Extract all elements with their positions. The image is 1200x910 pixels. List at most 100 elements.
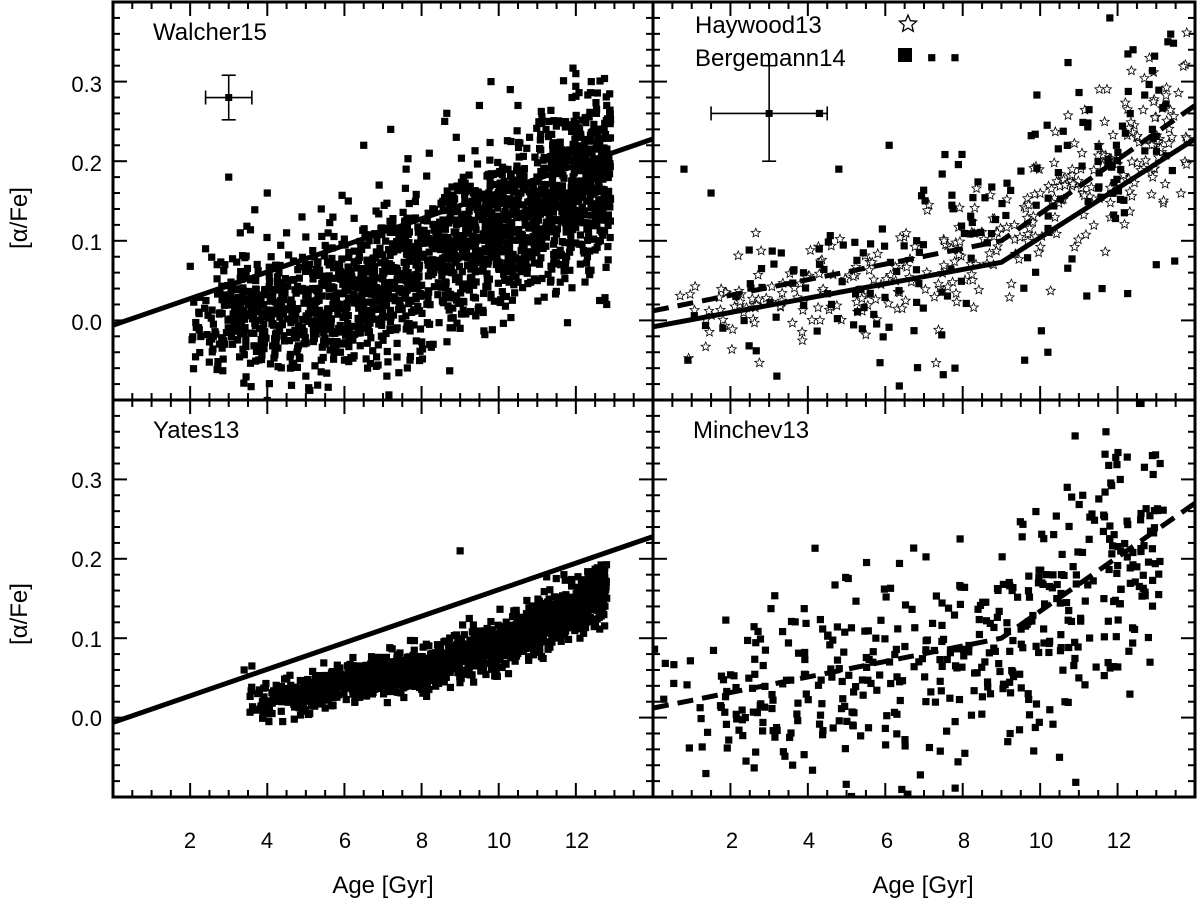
point-walcher15: [321, 340, 329, 348]
point-walcher15: [398, 315, 406, 323]
point-walcher15: [450, 195, 459, 203]
point-bergemann14: [919, 241, 928, 249]
point-yates13: [574, 573, 582, 581]
point-yates13: [357, 662, 365, 671]
point-walcher15: [584, 230, 593, 238]
point-walcher15: [189, 333, 197, 341]
point-walcher15: [590, 171, 599, 179]
point-walcher15: [560, 267, 568, 275]
point-walcher15: [395, 369, 403, 377]
point-walcher15: [570, 117, 578, 125]
point-minchev13: [1016, 670, 1024, 678]
point-minchev13: [1003, 619, 1011, 627]
point-walcher15: [286, 328, 294, 336]
point-walcher15: [584, 225, 592, 234]
point-yates13: [501, 622, 509, 631]
point-yates13: [560, 571, 568, 579]
point-walcher15: [400, 244, 409, 252]
point-walcher15: [580, 249, 588, 257]
point-walcher15: [221, 340, 229, 348]
point-walcher15: [324, 305, 332, 313]
point-walcher15: [286, 350, 295, 359]
point-yates13: [248, 703, 257, 711]
point-walcher15: [416, 290, 424, 298]
point-walcher15: [587, 266, 595, 274]
point-walcher15: [598, 134, 606, 143]
point-walcher15: [265, 285, 273, 293]
point-walcher15: [441, 262, 450, 271]
point-walcher15: [595, 296, 604, 305]
point-minchev13: [1065, 606, 1073, 615]
point-walcher15: [534, 205, 543, 214]
point-yates13: [420, 667, 428, 675]
point-walcher15: [474, 252, 482, 260]
point-yates13: [268, 689, 276, 697]
point-walcher15: [603, 101, 611, 110]
point-yates13: [478, 636, 486, 644]
point-walcher15: [569, 173, 577, 181]
point-walcher15: [530, 221, 538, 229]
point-walcher15: [549, 205, 557, 213]
point-walcher15: [186, 262, 194, 270]
point-bergemann14: [1159, 104, 1167, 112]
point-yates13: [440, 649, 448, 657]
point-yates13: [576, 625, 585, 633]
point-minchev13: [1113, 461, 1121, 469]
point-yates13: [525, 604, 533, 612]
point-yates13: [406, 636, 415, 645]
point-walcher15: [479, 190, 487, 198]
point-minchev13: [761, 646, 770, 654]
point-bergemann14: [987, 229, 996, 238]
point-walcher15: [443, 109, 451, 117]
point-walcher15: [572, 82, 580, 90]
point-minchev13: [752, 748, 760, 756]
point-yates13: [386, 669, 394, 677]
point-walcher15: [347, 322, 356, 330]
point-walcher15: [283, 315, 292, 323]
point-walcher15: [424, 209, 432, 217]
point-yates13: [542, 623, 550, 631]
point-bergemann14: [747, 284, 755, 292]
point-walcher15: [596, 77, 604, 85]
point-walcher15: [263, 396, 271, 400]
point-minchev13: [1025, 593, 1034, 601]
point-walcher15: [592, 99, 600, 107]
point-walcher15: [443, 193, 451, 201]
point-walcher15: [352, 264, 361, 272]
point-walcher15: [606, 162, 614, 171]
point-walcher15: [320, 329, 328, 337]
point-walcher15: [577, 180, 586, 189]
point-yates13: [545, 595, 553, 603]
point-yates13: [377, 667, 385, 675]
point-walcher15: [535, 188, 543, 197]
point-walcher15: [361, 267, 370, 276]
point-walcher15: [556, 246, 564, 254]
point-yates13: [479, 658, 487, 666]
point-bergemann14: [1078, 162, 1086, 170]
point-minchev13: [1108, 542, 1117, 550]
point-walcher15: [444, 234, 452, 242]
point-yates13: [504, 670, 513, 678]
point-haywood13: [748, 316, 761, 328]
point-walcher15: [338, 255, 346, 263]
point-bergemann14: [1044, 212, 1052, 220]
point-minchev13: [850, 688, 858, 696]
point-walcher15: [235, 324, 244, 332]
point-minchev13: [1017, 625, 1025, 633]
point-walcher15: [272, 329, 280, 337]
point-walcher15: [486, 224, 494, 233]
point-minchev13: [769, 727, 777, 735]
point-minchev13: [936, 656, 944, 664]
point-haywood13: [930, 357, 942, 368]
point-walcher15: [586, 235, 594, 243]
point-walcher15: [258, 330, 266, 338]
point-walcher15: [602, 216, 610, 224]
point-walcher15: [228, 340, 237, 348]
point-walcher15: [292, 305, 301, 313]
point-minchev13: [833, 656, 842, 664]
point-walcher15: [562, 160, 570, 168]
point-walcher15: [363, 364, 372, 372]
point-bergemann14: [853, 308, 862, 316]
point-walcher15: [595, 177, 603, 185]
point-walcher15: [488, 326, 496, 334]
